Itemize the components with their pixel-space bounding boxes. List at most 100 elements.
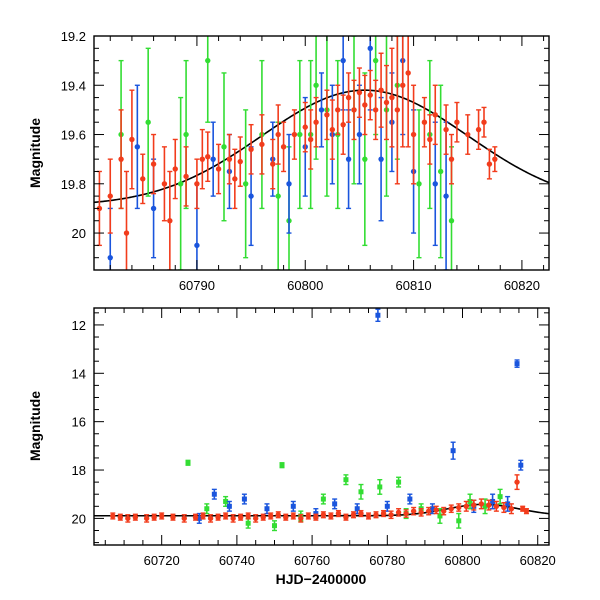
data-point-blue	[407, 496, 413, 502]
data-point-red	[410, 508, 417, 514]
data-point-red	[96, 205, 103, 212]
x-tick-label: 60780	[369, 553, 405, 568]
data-point-blue	[313, 511, 319, 517]
data-point-green	[177, 181, 184, 187]
data-point-red	[268, 513, 274, 519]
data-point-green	[242, 181, 249, 187]
data-point-red	[125, 515, 131, 522]
data-point-red	[298, 515, 304, 522]
top-panel-axes: 60790 60800 60810 60820 19.2 19.4 19.6 19.8 20	[61, 29, 550, 293]
data-point-red	[378, 87, 384, 93]
data-point-green	[456, 518, 462, 524]
data-point-blue	[241, 496, 247, 502]
data-point-red	[441, 508, 447, 514]
y-tick-label: 19.8	[61, 177, 86, 192]
data-point-red	[427, 136, 433, 143]
data-point-red	[465, 131, 471, 138]
data-point-red	[454, 119, 460, 125]
data-point-red	[170, 514, 176, 520]
data-point-blue	[378, 156, 384, 162]
data-point-red	[270, 161, 276, 167]
data-point-red	[372, 107, 379, 113]
data-point-blue	[226, 503, 232, 509]
data-point-red	[403, 510, 409, 517]
data-point-red	[373, 512, 379, 518]
data-point-red	[335, 510, 342, 517]
data-point-red	[335, 107, 341, 113]
data-point-red	[117, 514, 124, 520]
data-point-red	[230, 515, 236, 522]
data-point-red	[237, 158, 243, 165]
data-point-blue	[367, 45, 373, 52]
data-point-green	[320, 496, 326, 502]
data-point-green	[416, 181, 422, 187]
y-tick-label: 19.6	[61, 128, 86, 143]
y-tick-label: 14	[72, 366, 86, 381]
data-point-red	[291, 131, 298, 138]
data-point-blue	[356, 131, 363, 138]
data-point-green	[437, 168, 444, 175]
y-tick-label: 19.2	[61, 29, 86, 44]
x-tick-label: 60720	[144, 553, 180, 568]
data-point-red	[140, 176, 146, 182]
data-point-blue	[345, 156, 352, 162]
data-point-red	[380, 510, 387, 517]
y-tick-label: 20	[72, 226, 86, 241]
data-point-red	[275, 512, 281, 518]
x-tick-label: 60800	[444, 553, 480, 568]
data-point-blue	[450, 448, 456, 454]
data-point-red	[365, 513, 372, 519]
data-point-red	[456, 504, 462, 511]
data-point-red	[395, 509, 402, 516]
data-point-green	[245, 520, 251, 526]
data-point-green	[183, 131, 189, 138]
data-point-blue	[210, 156, 216, 162]
data-point-red	[351, 107, 357, 113]
data-point-red	[383, 99, 390, 106]
data-point-red	[508, 506, 515, 512]
data-point-red	[433, 507, 439, 513]
x-tick-label: 60810	[396, 278, 432, 293]
bottom-panel-data	[94, 308, 549, 532]
bottom-panel-ylabel: Magnitude	[27, 391, 43, 461]
top-panel-ylabel: Magnitude	[27, 118, 43, 188]
data-point-red	[110, 513, 116, 519]
data-point-red	[290, 513, 296, 519]
data-point-red	[367, 92, 373, 98]
data-point-red	[302, 124, 308, 130]
x-tick-label: 60800	[287, 278, 323, 293]
data-point-red	[259, 141, 265, 148]
data-point-blue	[107, 254, 113, 261]
bottom-panel-axes: 60720 60740 60760 60780 60800 60820 12 14 16 18 20	[72, 307, 556, 568]
x-tick-label: 60820	[504, 278, 540, 293]
data-point-red	[207, 515, 214, 522]
data-point-green	[271, 523, 277, 529]
data-point-blue	[514, 361, 520, 367]
data-point-green	[372, 57, 379, 64]
data-point-red	[280, 144, 287, 150]
data-point-red	[205, 153, 211, 160]
data-point-red	[313, 514, 319, 520]
y-tick-label: 16	[72, 415, 86, 430]
data-point-green	[185, 460, 191, 466]
data-point-blue	[432, 181, 438, 187]
data-point-green	[204, 506, 210, 512]
data-point-red	[320, 512, 327, 518]
data-point-green	[482, 503, 488, 509]
data-point-red	[237, 514, 244, 520]
data-point-green	[275, 193, 281, 199]
data-point-red	[167, 218, 173, 224]
data-point-blue	[332, 501, 338, 507]
data-point-red	[118, 156, 124, 162]
data-point-red	[350, 512, 357, 518]
data-point-red	[307, 136, 314, 143]
data-point-red	[443, 126, 449, 133]
data-point-blue	[194, 242, 200, 249]
data-point-red	[183, 173, 189, 180]
data-point-blue	[211, 491, 217, 497]
data-point-green	[437, 513, 443, 519]
data-point-blue	[264, 506, 270, 512]
data-point-red	[181, 515, 187, 522]
data-point-red	[471, 502, 477, 508]
